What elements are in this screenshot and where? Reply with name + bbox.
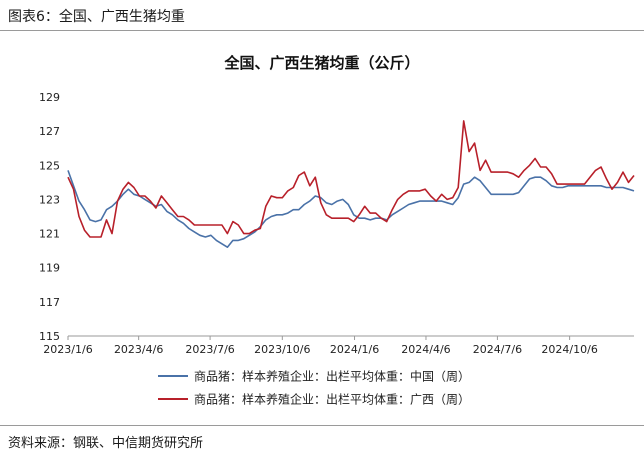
y-tick-label: 129: [39, 91, 60, 104]
chart-container: 全国、广西生猪均重（公斤） 115 117 119 121 123 125 127 129 20…: [0, 40, 644, 420]
figure-caption: 图表6：全国、广西生猪均重: [8, 9, 185, 25]
legend: 商品猪：样本养殖企业：出栏平均体重：中国（周） 商品猪：样本养殖企业：出栏平均体重…: [158, 369, 470, 407]
y-tick-label: 125: [39, 159, 60, 172]
source-note: 资料来源：钢联、中信期货研究所: [8, 436, 204, 451]
x-tick-label: 2023/1/6: [43, 343, 92, 356]
page-header: 图表6：全国、广西生猪均重: [0, 0, 644, 31]
header-divider: [0, 30, 644, 31]
y-tick-label: 121: [39, 228, 60, 241]
x-tick-label: 2024/10/6: [541, 343, 597, 356]
x-tick-label: 2024/1/6: [330, 343, 379, 356]
series-line-china: [67, 170, 635, 248]
y-tick-label: 119: [39, 262, 60, 275]
source-divider: [0, 425, 644, 426]
x-tick-label: 2023/10/6: [254, 343, 310, 356]
axes: 115 117 119 121 123 125 127 129 2023/1/6 2023/4/6…: [39, 91, 634, 356]
x-tick-label: 2024/4/6: [401, 343, 450, 356]
y-tick-label: 123: [39, 193, 60, 206]
x-tick-label: 2024/7/6: [473, 343, 522, 356]
legend-label: 商品猪：样本养殖企业：出栏平均体重：中国（周）: [194, 369, 470, 384]
y-tick-label: 117: [39, 296, 60, 309]
x-tick-label: 2023/4/6: [114, 343, 163, 356]
chart-title: 全国、广西生猪均重（公斤）: [223, 54, 419, 72]
legend-label: 商品猪：样本养殖企业：出栏平均体重：广西（周）: [194, 392, 470, 407]
y-tick-label: 115: [39, 330, 60, 343]
series-lines: [67, 120, 635, 248]
series-line-guangxi: [67, 120, 635, 238]
x-tick-label: 2023/7/6: [185, 343, 234, 356]
y-tick-label: 127: [39, 125, 60, 138]
line-chart: 全国、广西生猪均重（公斤） 115 117 119 121 123 125 127 129 20…: [39, 54, 635, 407]
